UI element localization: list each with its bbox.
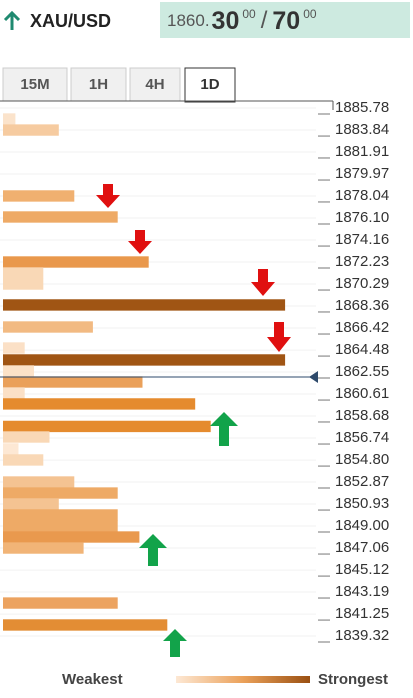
up-arrow <box>139 534 167 566</box>
confluence-bar <box>3 420 211 433</box>
tab[interactable] <box>129 67 181 102</box>
tab[interactable] <box>2 67 68 102</box>
price-marker <box>309 371 318 383</box>
y-tick-label: 1839.32 <box>335 627 389 644</box>
y-tick-label: 1878.04 <box>335 187 389 204</box>
y-tick-label: 1881.91 <box>335 143 389 160</box>
confluence-bar <box>3 387 25 399</box>
bid: 30 <box>212 7 240 35</box>
up-arrow <box>163 629 187 657</box>
confluence-bar <box>3 113 16 125</box>
tabs: 15M 1H 4H 1D <box>2 67 236 103</box>
y-tick-label: 1845.12 <box>335 561 389 578</box>
confluence-bar <box>3 531 140 543</box>
y-tick-label: 1858.68 <box>335 407 389 424</box>
y-tick-label: 1866.42 <box>335 319 389 336</box>
confluence-bar <box>3 267 44 279</box>
tab-label[interactable]: 15M <box>20 76 49 93</box>
confluence-bar <box>3 376 143 388</box>
tab-label[interactable]: 4H <box>145 76 164 93</box>
confluence-bar <box>3 124 59 136</box>
confluence-bar <box>3 520 118 532</box>
price-box <box>160 2 410 38</box>
symbol: XAU/USD <box>30 11 111 31</box>
confluence-bar <box>3 619 168 631</box>
price: 1860.30 00/70 00 <box>167 7 317 35</box>
down-arrow <box>267 322 291 352</box>
confluence-bar <box>3 398 196 410</box>
confluence-bar <box>3 498 59 510</box>
confluence-bar <box>3 365 34 377</box>
confluence-bar <box>3 542 84 554</box>
y-tick-label: 1883.84 <box>335 121 389 138</box>
y-tick-label: 1860.61 <box>335 385 389 402</box>
y-tick-label: 1852.87 <box>335 473 389 490</box>
confluence-bar <box>3 354 286 366</box>
confluence-bar <box>3 190 75 202</box>
y-tick-label: 1841.25 <box>335 605 389 622</box>
y-tick-label: 1847.06 <box>335 539 389 556</box>
confluence-bar <box>3 487 118 499</box>
tab[interactable] <box>184 67 236 103</box>
confluence-bar <box>3 342 25 354</box>
y-tick-label: 1876.10 <box>335 209 389 226</box>
tab-label[interactable]: 1H <box>89 76 108 93</box>
legend-low: Weakest <box>62 671 123 688</box>
confluence-bar <box>3 509 118 521</box>
y-tick-label: 1879.97 <box>335 165 389 182</box>
up-arrow <box>210 412 238 446</box>
confluence-bar <box>3 256 149 268</box>
y-tick-label: 1854.80 <box>335 451 389 468</box>
separator: / <box>261 7 268 34</box>
confluence-bar <box>3 597 118 609</box>
legend-gradient <box>176 676 310 683</box>
down-arrow <box>128 230 152 254</box>
y-tick-label: 1868.36 <box>335 297 389 314</box>
price-base: 1860. <box>167 11 210 30</box>
y-tick-label: 1856.74 <box>335 429 389 446</box>
y-tick-label: 1864.48 <box>335 341 389 358</box>
y-tick-label: 1862.55 <box>335 363 389 380</box>
confluence-bar <box>3 476 75 488</box>
trend-arrow <box>3 10 21 30</box>
confluence-bar <box>3 278 44 290</box>
y-tick-label: 1874.16 <box>335 231 389 248</box>
y-tick-label: 1849.00 <box>335 517 389 534</box>
ask: 70 <box>272 7 300 35</box>
confluence-bar <box>3 454 44 466</box>
down-arrow <box>96 184 120 208</box>
confluence-bar <box>3 321 93 333</box>
y-tick-label: 1843.19 <box>335 583 389 600</box>
confluence-bar <box>3 211 118 223</box>
y-tick-label: 1850.93 <box>335 495 389 512</box>
bid-fraction: 00 <box>242 7 256 21</box>
confluence-bar <box>3 443 19 455</box>
plot: 1885.78 1883.84 1881.91 1879.97 1878.04 1876.… <box>0 99 389 644</box>
down-arrow <box>251 269 275 296</box>
confluence-bar <box>3 431 50 443</box>
tab-label[interactable]: 1D <box>200 76 219 93</box>
y-tick-label: 1872.23 <box>335 253 389 270</box>
legend-high: Strongest <box>318 671 388 688</box>
y-tick-label: 1870.29 <box>335 275 389 292</box>
arrows <box>96 184 291 657</box>
y-tick-label: 1885.78 <box>335 99 389 116</box>
confluence-bar <box>3 299 286 311</box>
ask-fraction: 00 <box>303 7 317 21</box>
